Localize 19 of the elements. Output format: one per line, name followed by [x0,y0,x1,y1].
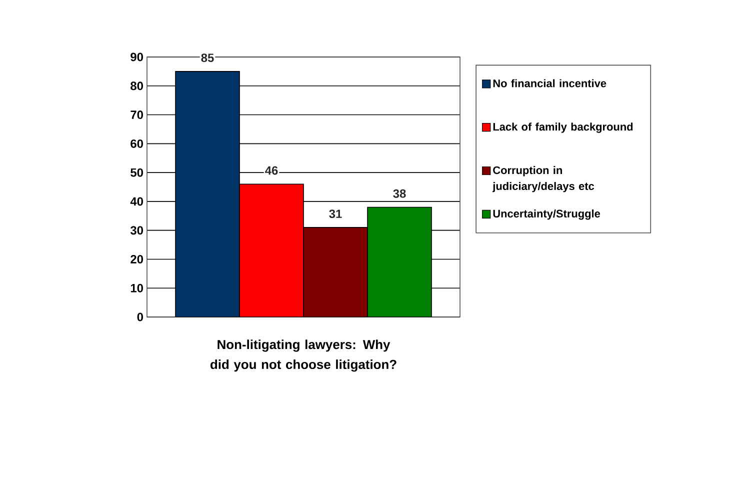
y-tick-label: 60 [130,139,143,148]
x-axis-title: Non-litigating lawyers: Why did you not choose litigation? [210,340,396,372]
legend-label: Corruption in judiciary/delays etc [492,166,594,192]
y-tick-label: 50 [130,168,143,177]
y-tick-label: 10 [130,284,143,292]
legend-label: No financial incentive [493,79,606,88]
y-tick-label: 30 [130,226,143,235]
y-tick-label: 70 [130,110,143,120]
data-label: 46 [265,166,278,175]
y-tick-label: 90 [130,52,143,62]
y-tick-label: 0 [137,312,143,322]
legend-label: Lack of family background [493,122,633,133]
data-label: 31 [329,210,342,218]
y-tick-label: 40 [130,197,143,206]
y-tick-label: 80 [130,82,143,90]
y-tick-label: 20 [130,254,143,264]
data-label: 85 [201,54,214,62]
legend-label: Uncertainty/Struggle [493,209,600,220]
data-label: 38 [393,189,406,198]
